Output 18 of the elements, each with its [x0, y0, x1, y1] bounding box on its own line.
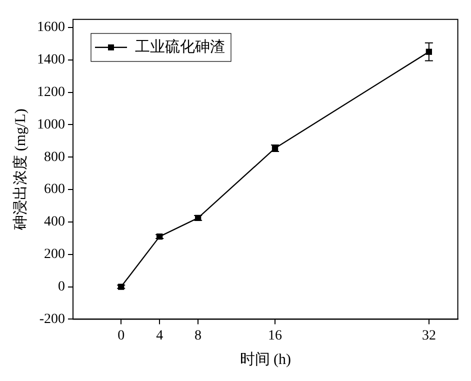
x-axis-title: 时间 (h)	[240, 350, 292, 368]
y-tick-label: 0	[58, 279, 65, 294]
y-tick-label: 400	[44, 214, 65, 230]
x-tick-label: 8	[194, 328, 202, 344]
y-axis-title: 砷浸出浓度 (mg/L)	[12, 108, 29, 231]
y-tick-label: 200	[44, 247, 65, 262]
x-tick-label: 0	[118, 328, 125, 344]
y-tick-label: 1200	[37, 84, 65, 100]
y-tick-label: 600	[44, 182, 65, 198]
legend-label: 工业硫化砷渣	[135, 38, 225, 56]
y-tick-label: 800	[44, 150, 65, 165]
y-tick-label: 1000	[37, 117, 65, 132]
y-tick-label: -200	[39, 312, 65, 327]
x-tick-label: 32	[422, 328, 436, 344]
y-tick-label: 1600	[37, 20, 65, 36]
x-tick-label: 4	[156, 328, 164, 344]
x-tick-label: 16	[268, 328, 282, 344]
y-tick-label: 1400	[37, 52, 65, 68]
